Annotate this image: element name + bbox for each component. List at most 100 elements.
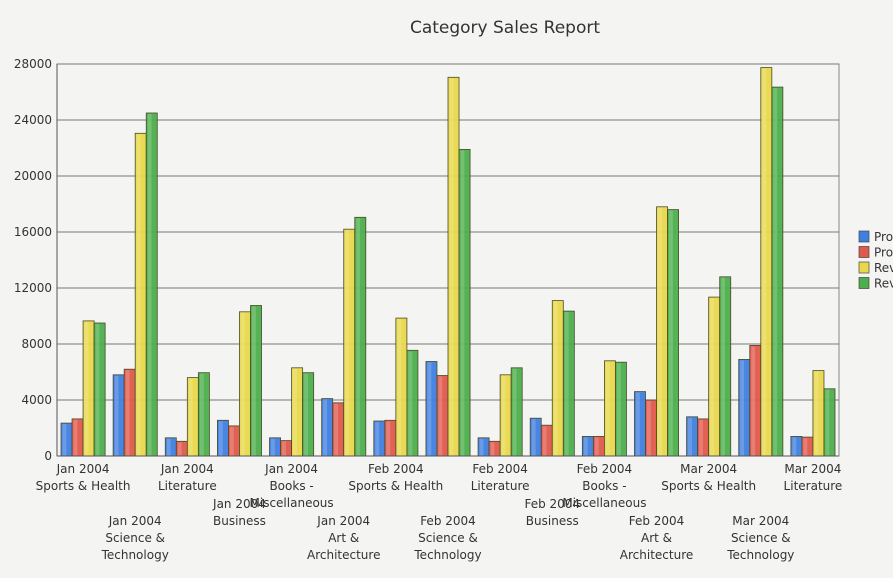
x-tick-label-line: Science & [418, 531, 478, 545]
x-tick-label-line: Jan 2004 [212, 497, 266, 511]
legend-swatch [858, 277, 870, 289]
x-tick-label-line: Books - [582, 479, 626, 493]
x-tick-label: Feb 2004 Sports & Health [348, 462, 443, 493]
x-tick-label-line: Jan 2004 [160, 462, 214, 476]
bar-highlight [490, 442, 495, 456]
bar-highlight [616, 363, 621, 456]
x-tick-label-line: Jan 2004 [316, 514, 370, 528]
bar-highlight [323, 399, 328, 456]
bar-highlight [721, 277, 726, 456]
x-tick-label-line: Books - [269, 479, 313, 493]
x-tick-label-line: Sports & Health [36, 479, 131, 493]
bar-highlight [188, 378, 193, 456]
x-tick-label-line: Architecture [620, 548, 693, 562]
x-tick-label-line: Business [213, 514, 266, 528]
bar-highlight [136, 134, 141, 457]
bar-highlight [95, 324, 100, 456]
x-tick-label: Jan 2004 Literature [158, 462, 217, 493]
x-tick-label: Jan 2004 Business [212, 497, 266, 528]
x-tick-label: Mar 2004 Science & Technology [726, 514, 794, 562]
chart-title: Category Sales Report [410, 18, 600, 38]
bar-highlight [345, 230, 350, 456]
bar-highlight [177, 442, 182, 456]
x-tick-label: Jan 2004 Sports & Health [36, 462, 131, 493]
bar-highlight [501, 375, 506, 456]
bar-highlight [282, 441, 286, 456]
x-tick-label: Feb 2004 Literature [471, 462, 530, 493]
bar-highlight [825, 389, 830, 456]
x-tick-label-line: Miscellaneous [250, 496, 334, 510]
bar-highlight [375, 422, 380, 456]
bar-highlight [531, 419, 536, 456]
x-tick-label-line: Sports & Health [661, 479, 756, 493]
x-tick-label: Feb 2004 Art & Architecture [620, 514, 693, 562]
y-tick-label: 12000 [14, 281, 52, 295]
x-tick-label-line: Sports & Health [348, 479, 443, 493]
bar-highlight [218, 421, 223, 456]
bar-highlight [125, 370, 130, 456]
legend-swatch [858, 230, 870, 243]
bar-highlight [553, 301, 558, 456]
x-tick-label: Feb 2004 Science & Technology [413, 514, 481, 562]
y-tick-label: 16000 [14, 225, 52, 239]
bar-highlight [605, 361, 610, 456]
bar-highlight [252, 306, 256, 456]
x-tick-label-line: Feb 2004 [420, 514, 476, 528]
x-tick-label: Mar 2004 Literature [784, 462, 843, 493]
bar-highlight [740, 360, 745, 456]
bar-highlight [710, 298, 715, 456]
bar-highlight [512, 368, 517, 456]
x-tick-label-line: Business [526, 514, 579, 528]
y-tick-label: 24000 [14, 113, 52, 127]
bar-highlight [240, 312, 245, 456]
bar-highlight [408, 351, 413, 456]
bar-highlight [583, 437, 588, 456]
y-tick-label: 20000 [14, 169, 52, 183]
x-tick-label-line: Feb 2004 [472, 462, 528, 476]
x-tick-label: Mar 2004 Sports & Health [661, 462, 756, 493]
bar-highlight [293, 368, 297, 456]
x-tick-label-line: Technology [101, 548, 169, 562]
x-axis: Jan 2004 Sports & Health Jan 2004 Science &… [36, 462, 843, 562]
x-tick-label: Jan 2004 Science & Technology [101, 514, 169, 562]
bar-highlight [814, 371, 819, 456]
x-tick-label-line: Architecture [307, 548, 380, 562]
x-tick-label-line: Feb 2004 [368, 462, 424, 476]
bars [60, 67, 836, 457]
bar-highlight [199, 373, 204, 456]
x-tick-label-line: Art & [328, 531, 359, 545]
bar-highlight [356, 218, 361, 456]
x-tick-label-line: Technology [726, 548, 794, 562]
legend-swatch [858, 246, 870, 258]
bar-highlight [114, 375, 119, 456]
x-tick-label-line: Art & [641, 531, 672, 545]
bar-highlight [460, 150, 465, 456]
bar-highlight [229, 426, 234, 456]
x-tick-label-line: Jan 2004 [264, 462, 318, 476]
x-tick-label: Feb 2004 Books - Miscellaneous [562, 462, 646, 510]
y-tick-label: 4000 [21, 393, 52, 407]
bar-highlight [647, 401, 651, 456]
x-tick-label-line: Jan 2004 [56, 462, 110, 476]
bar-highlight [699, 419, 703, 456]
bar-highlight [304, 373, 308, 456]
bar-highlight [792, 437, 797, 456]
legend-label: Rev [874, 277, 893, 291]
bar-highlight [669, 210, 673, 456]
x-tick-label-line: Literature [784, 479, 843, 493]
y-tick-label: 0 [44, 449, 52, 463]
legend-label: Pro [874, 246, 893, 260]
bar-highlight [542, 426, 547, 456]
bar-highlight [658, 207, 662, 456]
x-tick-label: Feb 2004 Business [524, 497, 580, 528]
legend-swatch [858, 261, 870, 274]
bar-highlight [386, 421, 391, 456]
bar-highlight [438, 376, 443, 456]
x-tick-label-line: Literature [158, 479, 217, 493]
bar-highlight [166, 438, 171, 456]
bar-highlight [427, 362, 432, 456]
x-tick-label-line: Miscellaneous [562, 496, 646, 510]
bar-highlight [635, 392, 640, 456]
bar-highlight [773, 88, 778, 456]
legend-label: Pro [874, 230, 893, 244]
